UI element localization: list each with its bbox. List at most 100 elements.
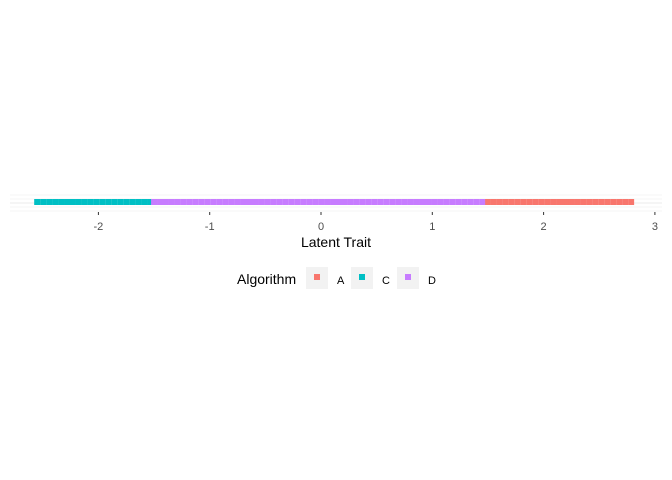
- data-point-D: [449, 199, 456, 205]
- data-point-D: [455, 199, 462, 205]
- data-point-D: [276, 199, 283, 205]
- data-point-D: [324, 199, 331, 205]
- data-point-D: [413, 199, 420, 205]
- x-tick-label: 2: [541, 221, 547, 233]
- data-point-A: [610, 199, 617, 205]
- data-point-D: [461, 199, 468, 205]
- data-point-A: [628, 199, 635, 205]
- x-axis: -2 -1 0 1 2 3: [94, 212, 658, 233]
- data-point-D: [365, 199, 372, 205]
- data-point-D: [431, 199, 438, 205]
- data-point-D: [318, 199, 325, 205]
- data-points: [34, 199, 635, 205]
- data-point-D: [300, 199, 307, 205]
- data-point-D: [395, 199, 402, 205]
- data-point-A: [484, 199, 491, 205]
- data-point-D: [151, 199, 158, 205]
- legend-title: Algorithm: [237, 271, 296, 287]
- legend-key-A: [314, 274, 320, 280]
- data-point-D: [204, 199, 211, 205]
- legend-label-C: C: [382, 275, 390, 287]
- data-point-A: [532, 199, 539, 205]
- data-point-D: [467, 199, 474, 205]
- data-point-A: [574, 199, 581, 205]
- data-point-D: [347, 199, 354, 205]
- data-point-D: [264, 199, 271, 205]
- data-point-D: [246, 199, 253, 205]
- data-point-D: [401, 199, 408, 205]
- data-point-D: [479, 199, 486, 205]
- x-tick-label: -2: [94, 221, 104, 233]
- data-point-C: [99, 199, 106, 205]
- data-point-D: [419, 199, 426, 205]
- legend-key-D: [405, 274, 411, 280]
- data-point-D: [162, 199, 169, 205]
- legend: Algorithm A C D: [237, 267, 436, 289]
- legend-key-C: [359, 274, 365, 280]
- data-point-D: [168, 199, 175, 205]
- data-point-C: [147, 199, 154, 205]
- data-point-C: [69, 199, 76, 205]
- x-tick-label: 3: [652, 221, 658, 233]
- data-point-D: [443, 199, 450, 205]
- data-point-C: [81, 199, 88, 205]
- x-tick-label: 1: [429, 221, 435, 233]
- data-point-D: [174, 199, 181, 205]
- data-point-D: [270, 199, 277, 205]
- data-point-D: [306, 199, 313, 205]
- data-point-A: [544, 199, 551, 205]
- data-point-C: [129, 199, 136, 205]
- data-point-D: [294, 199, 301, 205]
- data-point-D: [210, 199, 217, 205]
- data-point-D: [228, 199, 235, 205]
- data-point-D: [473, 199, 480, 205]
- data-point-A: [586, 199, 593, 205]
- data-point-D: [282, 199, 289, 205]
- legend-label-D: D: [428, 275, 436, 287]
- data-point-C: [135, 199, 142, 205]
- data-point-C: [123, 199, 130, 205]
- data-point-C: [111, 199, 118, 205]
- data-point-C: [93, 199, 100, 205]
- data-point-A: [622, 199, 629, 205]
- data-point-C: [117, 199, 124, 205]
- data-point-A: [508, 199, 515, 205]
- data-point-D: [359, 199, 366, 205]
- data-point-C: [64, 199, 71, 205]
- data-point-C: [105, 199, 112, 205]
- data-point-D: [216, 199, 223, 205]
- data-point-D: [240, 199, 247, 205]
- data-point-A: [496, 199, 503, 205]
- data-point-A: [526, 199, 533, 205]
- data-point-A: [514, 199, 521, 205]
- data-point-A: [616, 199, 623, 205]
- data-point-D: [353, 199, 360, 205]
- data-point-D: [425, 199, 432, 205]
- data-point-D: [312, 199, 319, 205]
- data-point-D: [371, 199, 378, 205]
- data-point-D: [186, 199, 193, 205]
- data-point-A: [580, 199, 587, 205]
- data-point-D: [198, 199, 205, 205]
- data-point-C: [46, 199, 53, 205]
- data-point-D: [335, 199, 342, 205]
- data-point-D: [180, 199, 187, 205]
- data-point-C: [87, 199, 94, 205]
- data-point-A: [520, 199, 527, 205]
- data-point-A: [556, 199, 563, 205]
- data-point-A: [562, 199, 569, 205]
- data-point-D: [157, 199, 164, 205]
- data-point-C: [141, 199, 148, 205]
- data-point-C: [58, 199, 65, 205]
- data-point-A: [502, 199, 509, 205]
- data-point-D: [288, 199, 295, 205]
- data-point-D: [234, 199, 241, 205]
- data-point-D: [222, 199, 229, 205]
- data-point-D: [252, 199, 259, 205]
- data-point-A: [490, 199, 497, 205]
- data-point-D: [389, 199, 396, 205]
- x-tick-label: -1: [205, 221, 215, 233]
- data-point-D: [383, 199, 390, 205]
- data-point-C: [75, 199, 82, 205]
- data-point-D: [437, 199, 444, 205]
